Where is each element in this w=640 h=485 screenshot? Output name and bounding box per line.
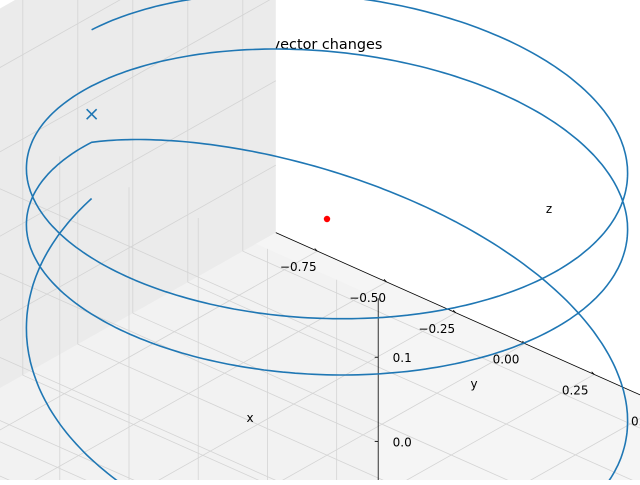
z-axis-label: z <box>546 202 552 216</box>
x-axis-label: x <box>246 411 253 425</box>
z-tick-label-3: 0.1 <box>393 351 412 365</box>
series-2-cross <box>86 108 98 120</box>
z-grid-side-2 <box>0 0 271 153</box>
y-grid-floor-2 <box>132 312 520 485</box>
z-grid-side-0 <box>0 164 276 322</box>
x-grid-floor-4 <box>397 374 595 485</box>
x-tick-label-1: −0.50 <box>349 291 386 305</box>
z-grid-side-3 <box>0 0 121 68</box>
series-group <box>25 0 629 485</box>
y-grid-floor-5 <box>0 420 146 485</box>
x-tick-2 <box>452 309 457 314</box>
side-pane <box>0 0 276 389</box>
x-tick-label-4: 0.25 <box>562 383 589 397</box>
x-tick-label-5: 0.50 <box>631 414 640 428</box>
x-tick-label-2: −0.25 <box>418 322 455 336</box>
y-grid-floor-1 <box>187 281 640 485</box>
x-tick-1 <box>383 279 387 283</box>
z-tick-label-2: 0.0 <box>393 436 412 450</box>
y-grid-floor-3 <box>77 343 395 485</box>
x-tick-label-0: −0.75 <box>280 260 317 274</box>
z-grid-back-3 <box>0 188 379 358</box>
z-grid-side-1 <box>0 80 276 237</box>
y-grid-floor-0 <box>242 250 640 429</box>
series-2-cross-b <box>86 108 98 120</box>
series-1-point <box>323 215 331 223</box>
y-grid-floor-4 <box>22 374 271 485</box>
label-group: −0.75−0.50−0.250.000.250.500.75−0.75−0.5… <box>246 202 640 450</box>
series-0-line <box>25 0 629 485</box>
z-grid-back-1 <box>0 357 288 485</box>
x-tick-label-3: 0.00 <box>493 353 520 367</box>
y-axis-label: y <box>470 377 477 391</box>
x-tick-0 <box>314 248 318 252</box>
z-grid-back-2 <box>0 272 379 442</box>
x-grid-floor-5 <box>521 418 640 485</box>
x-tick-4 <box>591 371 595 375</box>
